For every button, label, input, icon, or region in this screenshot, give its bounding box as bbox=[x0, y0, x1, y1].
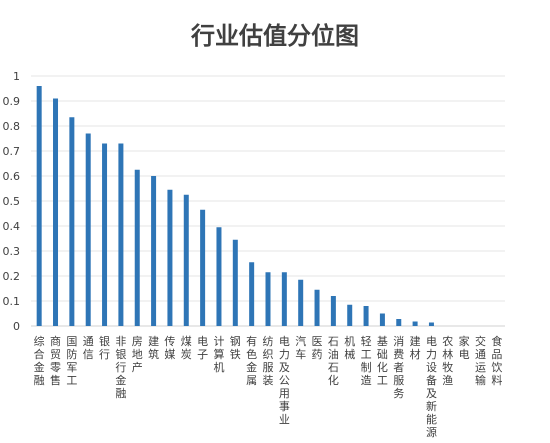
bar bbox=[151, 176, 157, 326]
bar bbox=[134, 169, 140, 326]
x-tick-label: 消费者服务 bbox=[393, 334, 404, 400]
bar bbox=[314, 289, 320, 326]
bar bbox=[200, 209, 206, 326]
bar bbox=[412, 321, 418, 326]
bar bbox=[249, 262, 255, 326]
x-tick-label: 建材 bbox=[410, 334, 421, 361]
bar bbox=[232, 239, 238, 326]
x-tick-label: 房地产 bbox=[132, 335, 143, 374]
bar bbox=[53, 98, 59, 326]
x-tick-label: 建筑 bbox=[148, 334, 159, 361]
bar bbox=[298, 279, 304, 326]
x-tick-label: 石油石化 bbox=[328, 335, 339, 387]
bar bbox=[167, 189, 173, 326]
y-tick-label: 0.8 bbox=[3, 120, 21, 133]
chart-title: 行业估值分位图 bbox=[191, 22, 359, 50]
x-tick-label: 非银行金融 bbox=[115, 335, 126, 400]
x-tick-label: 食品饮料 bbox=[491, 334, 502, 387]
x-tick-label: 轻工制造 bbox=[361, 334, 372, 387]
bar bbox=[396, 319, 402, 326]
bar bbox=[330, 296, 336, 326]
bar bbox=[281, 272, 287, 326]
bar bbox=[85, 133, 91, 326]
x-tick-label: 机械 bbox=[344, 334, 355, 361]
y-tick-label: 0.9 bbox=[3, 95, 21, 108]
bar bbox=[379, 313, 385, 326]
x-tick-label: 农林牧渔 bbox=[442, 334, 453, 387]
x-tick-label: 纺织服装 bbox=[263, 334, 274, 387]
x-tick-label: 计算机 bbox=[213, 335, 224, 374]
bar bbox=[36, 86, 42, 326]
x-tick-label: 通信 bbox=[83, 335, 94, 361]
bar bbox=[265, 272, 271, 326]
x-tick-label: 国防军工 bbox=[66, 335, 77, 387]
bar bbox=[102, 143, 108, 326]
y-tick-label: 0 bbox=[13, 320, 20, 333]
x-tick-label: 有色金属 bbox=[246, 334, 257, 387]
y-tick-label: 1 bbox=[13, 70, 20, 83]
bar bbox=[118, 143, 124, 326]
x-tick-label: 综合金融 bbox=[34, 334, 45, 387]
x-tick-label: 基础化工 bbox=[377, 335, 388, 387]
x-tick-label: 煤炭 bbox=[181, 335, 192, 361]
x-tick-label: 银行 bbox=[99, 334, 110, 361]
bar bbox=[69, 117, 75, 326]
x-tick-label: 电力及公用事业 bbox=[279, 335, 290, 426]
bar bbox=[347, 304, 353, 326]
bar bbox=[428, 322, 434, 326]
y-tick-label: 0.7 bbox=[3, 145, 21, 158]
x-tick-label: 电子 bbox=[197, 335, 208, 361]
bar bbox=[183, 194, 189, 326]
y-tick-label: 0.3 bbox=[3, 245, 21, 258]
x-tick-label: 钢铁 bbox=[230, 335, 241, 361]
x-tick-label: 医药 bbox=[312, 335, 323, 361]
x-tick-label: 传媒 bbox=[164, 335, 175, 361]
y-tick-label: 0.4 bbox=[3, 220, 21, 233]
x-tick-label: 电力设备及新能源 bbox=[426, 335, 437, 439]
bar bbox=[363, 306, 369, 326]
bar bbox=[216, 227, 222, 326]
x-tick-label: 家电 bbox=[459, 334, 470, 361]
y-tick-label: 0.1 bbox=[3, 295, 21, 308]
y-tick-label: 0.5 bbox=[3, 195, 21, 208]
y-tick-label: 0.6 bbox=[3, 170, 21, 183]
y-tick-label: 0.2 bbox=[3, 270, 21, 283]
x-tick-label: 商贸零售 bbox=[50, 334, 61, 387]
x-tick-label: 汽车 bbox=[295, 334, 306, 361]
x-tick-label: 交通运输 bbox=[475, 334, 486, 387]
